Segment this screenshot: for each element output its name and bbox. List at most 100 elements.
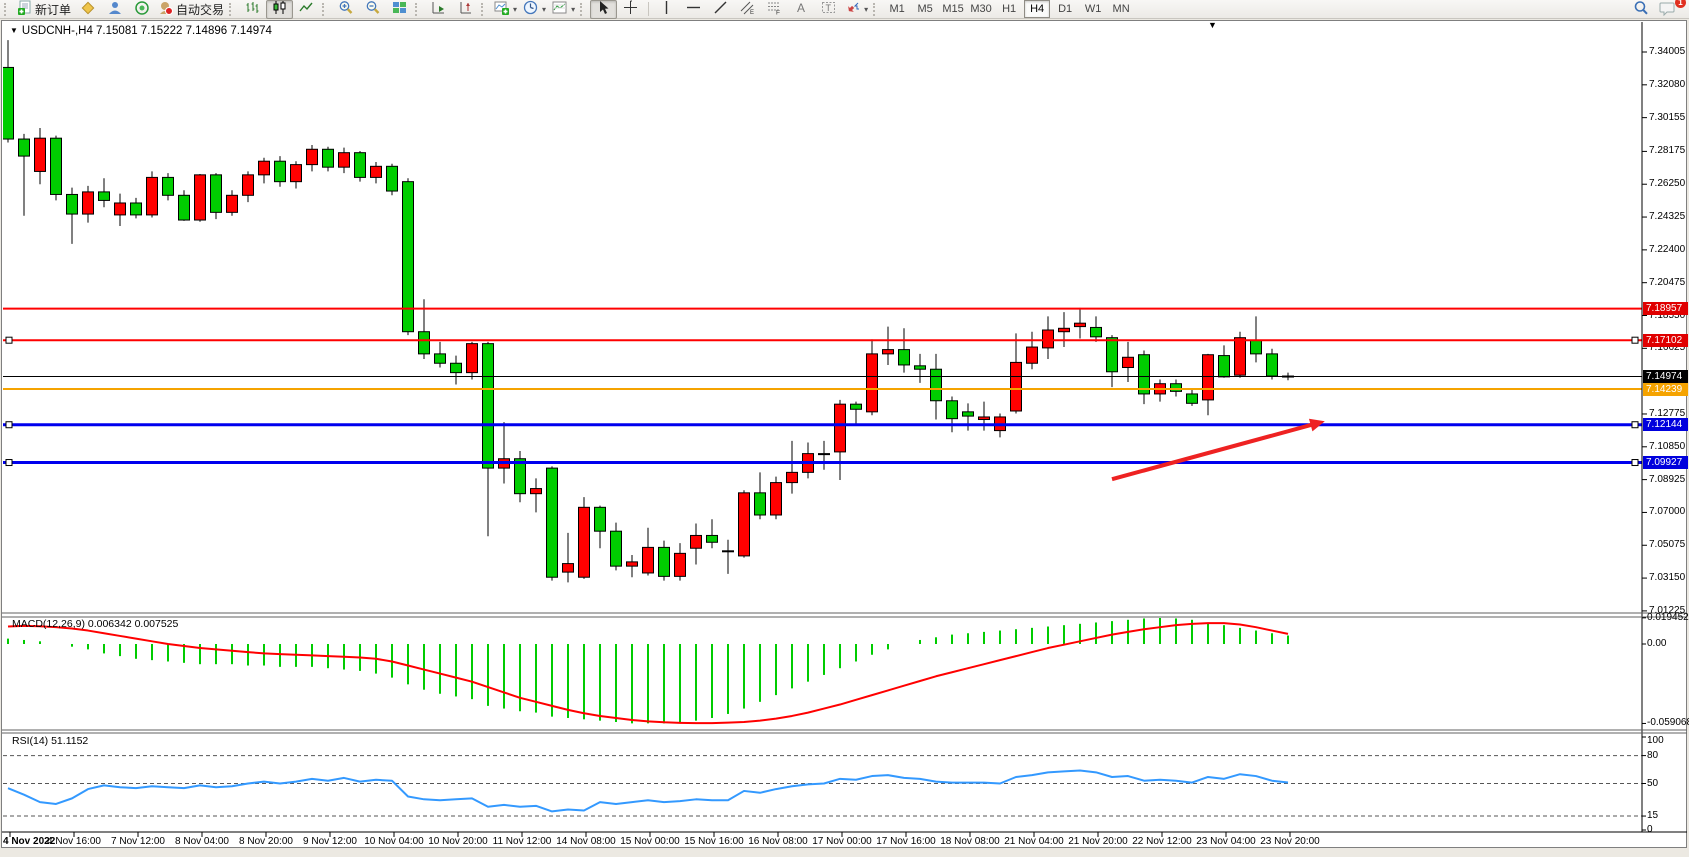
line-handle[interactable]	[1631, 336, 1639, 344]
zoom-out-icon	[365, 0, 380, 18]
candle	[738, 492, 750, 557]
tile-windows-button[interactable]	[386, 0, 413, 19]
bar-chart-button[interactable]	[239, 0, 266, 19]
toolbar-grip[interactable]	[481, 2, 487, 16]
time-tick-label: 7 Nov 12:00	[111, 836, 165, 847]
time-tick-label: 15 Nov 16:00	[684, 836, 744, 847]
candle	[1234, 337, 1246, 376]
auto-scroll-button[interactable]	[425, 0, 452, 19]
trend-arrow-annotation[interactable]	[1111, 421, 1317, 482]
vertical-line-icon	[659, 0, 674, 18]
candlestick-chart-button[interactable]	[266, 0, 294, 19]
candle	[306, 148, 318, 166]
time-tick-label: 16 Nov 08:00	[748, 836, 808, 847]
time-tick-label: 18 Nov 08:00	[940, 836, 1000, 847]
time-tick-label: 21 Nov 04:00	[1004, 836, 1064, 847]
toolbar-grip[interactable]	[415, 2, 421, 16]
trend-arrow-head[interactable]	[1308, 418, 1325, 432]
templates-button[interactable]: ▾	[549, 0, 578, 19]
toolbar-grip[interactable]	[580, 2, 586, 16]
time-tick-label: 4 Nov 16:00	[47, 836, 101, 847]
market-watch-button[interactable]	[74, 0, 101, 19]
search-button[interactable]	[1627, 0, 1654, 19]
svg-text:F: F	[776, 10, 780, 16]
price-tick-label: 7.10850	[1649, 440, 1686, 452]
text-tool-button[interactable]: A	[788, 0, 815, 19]
candle	[114, 202, 126, 216]
toolbar-grip[interactable]	[873, 2, 879, 16]
line-handle[interactable]	[5, 336, 13, 344]
horizontal-lines-layer[interactable]	[3, 307, 1642, 467]
candle	[50, 137, 62, 195]
zoom-in-icon	[338, 0, 353, 18]
toolbar-grip[interactable]	[4, 2, 10, 16]
candle	[1266, 353, 1278, 377]
line-handle[interactable]	[5, 421, 13, 429]
chart-shift-marker-icon[interactable]: ▼	[1208, 20, 1217, 30]
text-label-tool-button[interactable]: T	[815, 0, 842, 19]
notifications-button[interactable]: 1	[1654, 0, 1686, 19]
zoom-out-button[interactable]	[359, 0, 386, 19]
candle	[482, 343, 494, 469]
price-tick-label: 7.01225	[1649, 604, 1686, 616]
price-tick-label: 7.34005	[1649, 46, 1686, 57]
price-tick-label: 7.22400	[1649, 243, 1686, 255]
trendline-tool-button[interactable]	[707, 0, 734, 19]
time-tick-label: 10 Nov 20:00	[428, 836, 488, 847]
cursor-tool-button[interactable]	[590, 0, 618, 19]
tab-timeframe-d1[interactable]: D1	[1058, 3, 1073, 15]
vertical-line-tool-button[interactable]	[653, 0, 680, 19]
periods-button[interactable]: ▾	[520, 0, 549, 19]
chevron-down-icon: ▾	[513, 4, 518, 14]
tab-timeframe-mn[interactable]: MN	[1112, 3, 1130, 15]
tab-timeframe-m15[interactable]: M15	[942, 3, 964, 15]
fibonacci-tool-button[interactable]: F	[761, 0, 788, 19]
candle	[722, 550, 734, 553]
tab-timeframe-w1[interactable]: W1	[1084, 3, 1102, 15]
channel-tool-button[interactable]: E	[734, 0, 761, 19]
zoom-in-button[interactable]	[332, 0, 359, 19]
tab-timeframe-h4[interactable]: H4	[1024, 0, 1051, 18]
candle	[1138, 354, 1150, 395]
line-chart-button[interactable]	[293, 0, 320, 19]
navigator-button[interactable]	[101, 0, 128, 19]
toolbar-separator	[648, 2, 650, 16]
auto-trading-button[interactable]: 自动交易	[155, 0, 227, 19]
tab-timeframe-m30[interactable]: M30	[970, 3, 992, 15]
candle	[882, 349, 894, 355]
price-tick-label: 7.32080	[1649, 78, 1686, 90]
line-handle[interactable]	[1631, 421, 1639, 429]
sonar-icon	[134, 0, 149, 18]
search-icon	[1633, 0, 1649, 19]
tab-timeframe-h1[interactable]: H1	[1002, 3, 1017, 15]
candle	[690, 534, 702, 549]
chat-bubble-icon	[1659, 0, 1676, 19]
candle	[1186, 393, 1198, 404]
line-handle[interactable]	[1631, 459, 1639, 467]
terminal-button[interactable]	[128, 0, 155, 19]
arrows-icon	[845, 0, 860, 18]
navigator-person-icon	[107, 0, 122, 18]
toolbar-grip[interactable]	[322, 2, 328, 16]
candle	[530, 488, 542, 495]
price-tick-label: 7.26250	[1649, 178, 1686, 190]
indicators-button[interactable]: ▾	[491, 0, 520, 19]
candle	[562, 563, 574, 573]
symbol-dropdown-triangle-icon[interactable]: ▼	[10, 26, 18, 35]
time-tick-label: 9 Nov 12:00	[303, 836, 357, 847]
candle	[66, 193, 78, 215]
horizontal-line-tool-button[interactable]	[680, 0, 707, 19]
arrows-tool-button[interactable]: ▾	[842, 0, 871, 19]
line-handle[interactable]	[5, 459, 13, 467]
crosshair-tool-button[interactable]	[617, 0, 644, 19]
toolbar-grip[interactable]	[229, 2, 235, 16]
tab-timeframe-m1[interactable]: M1	[889, 3, 905, 15]
candle	[754, 492, 766, 516]
candle	[210, 174, 222, 213]
rsi-tick-label: 100	[1647, 735, 1664, 746]
time-tick-label: 8 Nov 20:00	[239, 836, 293, 847]
chart-shift-button[interactable]	[452, 0, 479, 19]
new-order-button[interactable]: 新订单	[14, 0, 74, 19]
tab-timeframe-m5[interactable]: M5	[917, 3, 933, 15]
